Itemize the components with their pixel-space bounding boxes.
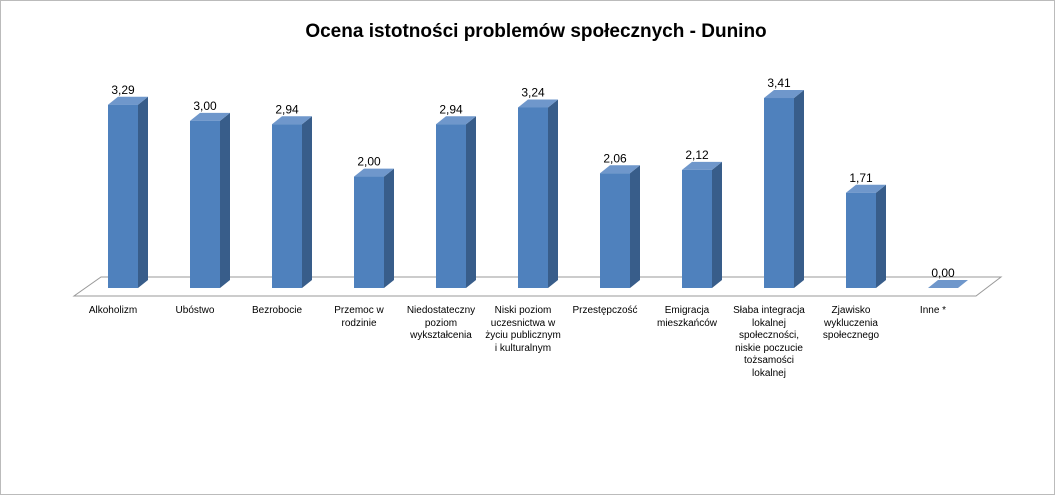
- bar-top: [190, 112, 230, 121]
- bar-side: [548, 99, 558, 288]
- bar: [600, 165, 640, 288]
- value-label: 2,00: [357, 155, 381, 169]
- bar: [354, 168, 394, 288]
- bar-side: [302, 116, 312, 288]
- x-tick-label: Słaba integracja lokalnej społeczności, …: [733, 305, 805, 379]
- x-tick-label: Inne *: [919, 305, 947, 316]
- value-label: 3,41: [767, 76, 791, 90]
- bar-side: [630, 165, 640, 288]
- bar: [272, 116, 312, 288]
- bar-front: [354, 176, 384, 288]
- bar-front: [190, 120, 220, 288]
- bar-side: [466, 116, 476, 288]
- value-label: 3,00: [193, 99, 217, 113]
- bar: [190, 112, 230, 288]
- bar-top: [108, 96, 148, 105]
- value-label: 0,00: [931, 266, 955, 280]
- value-label: 1,71: [849, 171, 873, 185]
- chart-title: Ocena istotności problemów społecznych -…: [305, 21, 766, 42]
- bar-top: [272, 116, 312, 125]
- bar-front: [600, 173, 630, 288]
- value-label: 3,29: [111, 83, 135, 97]
- bar-top: [518, 99, 558, 108]
- bar-side: [794, 90, 804, 288]
- bar-top: [354, 168, 394, 177]
- bar: [682, 161, 722, 288]
- x-tick-label: Niedostateczny poziom wykształcenia: [406, 305, 476, 341]
- bar-front: [272, 124, 302, 288]
- bar-top: [764, 90, 804, 99]
- bar: [436, 116, 476, 288]
- bar-side: [876, 184, 886, 288]
- bar-side: [384, 168, 394, 288]
- value-label: 3,24: [521, 86, 545, 100]
- x-tick-label: Ubóstwo: [175, 305, 215, 316]
- value-label: 2,06: [603, 151, 627, 165]
- x-tick-label: Alkoholizm: [88, 305, 138, 316]
- bar: [108, 96, 148, 288]
- bar: [928, 280, 968, 288]
- x-tick-label: Emigracja mieszkańców: [656, 305, 718, 329]
- bar-front: [846, 192, 876, 288]
- x-tick-label: Zjawisko wykluczenia społecznego: [822, 305, 880, 341]
- bar-top: [928, 280, 968, 288]
- x-tick-label: Niski poziom uczesnictwa w życiu publicz…: [485, 305, 561, 354]
- bar-front: [518, 107, 548, 288]
- bar-side: [712, 161, 722, 288]
- bar-top: [846, 184, 886, 193]
- bar-top: [600, 165, 640, 174]
- bar: [846, 184, 886, 288]
- bar-side: [220, 112, 230, 288]
- bar-front: [682, 169, 712, 288]
- bar-front: [436, 124, 466, 288]
- bar-top: [682, 161, 722, 170]
- bar: [764, 90, 804, 288]
- value-label: 2,94: [439, 102, 463, 116]
- x-tick-label: Bezrobocie: [251, 305, 303, 316]
- bar-side: [138, 96, 148, 288]
- bar-front: [764, 98, 794, 288]
- x-tick-label: Przestępczość: [572, 305, 638, 316]
- value-label: 2,12: [685, 148, 709, 162]
- bar-top: [436, 116, 476, 125]
- x-tick-label: Przemoc w rodzinie: [334, 305, 384, 329]
- bar: [518, 99, 558, 288]
- bar-front: [108, 104, 138, 288]
- value-label: 2,94: [275, 102, 299, 116]
